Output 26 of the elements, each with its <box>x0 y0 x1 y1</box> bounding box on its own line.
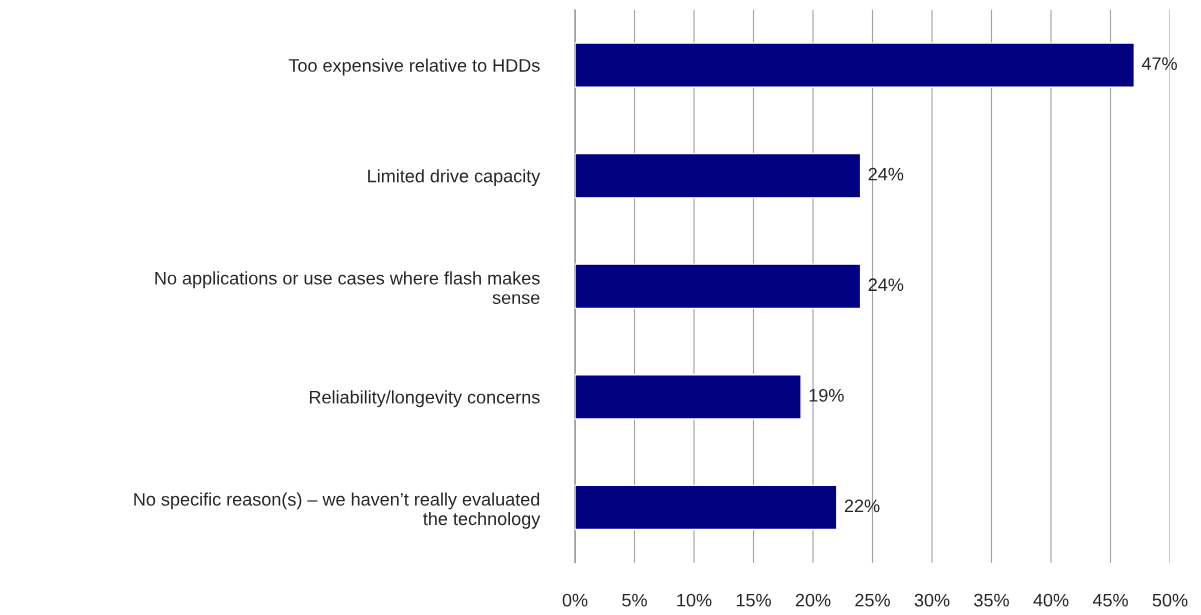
x-tick-label: 10% <box>677 593 712 607</box>
data-label: 22% <box>844 499 880 513</box>
y-tick-label: Reliability/longevity concerns <box>309 390 540 408</box>
x-tick-label: 50% <box>1152 593 1188 607</box>
bar <box>575 42 1135 88</box>
y-tick-label: No applications or use cases where flash makes sense <box>155 271 540 305</box>
x-tick-label: 45% <box>1092 593 1128 607</box>
data-label: 24% <box>868 278 904 292</box>
y-tick-label: Limited drive capacity <box>368 169 541 186</box>
bar <box>575 263 862 310</box>
x-tick-label: 0% <box>562 593 588 607</box>
data-label: 19% <box>809 388 844 402</box>
y-tick-label: No specific reason(s) – we haven’t really evaluated the technology <box>134 492 541 529</box>
x-tick-label: 30% <box>914 593 950 607</box>
bar <box>575 374 802 420</box>
x-tick-label: 35% <box>974 593 1009 607</box>
x-tick-label: 5% <box>622 593 647 607</box>
x-tick-label: 15% <box>736 593 771 607</box>
bar <box>575 152 862 199</box>
x-tick-label: 40% <box>1033 593 1069 607</box>
y-tick-label: Too expensive relative to HDDs <box>288 58 540 76</box>
bar <box>575 484 838 531</box>
data-label: 47% <box>1141 57 1177 70</box>
x-tick-label: 25% <box>855 593 890 607</box>
data-label: 24% <box>868 167 904 181</box>
x-tick-label: 20% <box>795 593 831 607</box>
